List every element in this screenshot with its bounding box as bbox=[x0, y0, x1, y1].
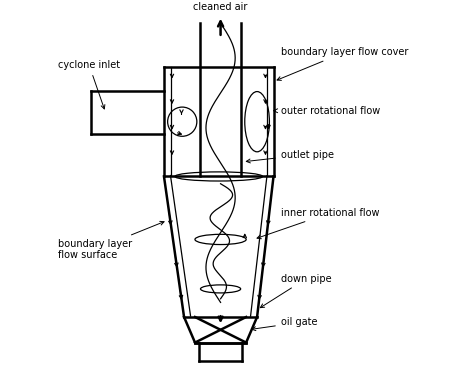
Text: oil gate: oil gate bbox=[252, 318, 317, 331]
Text: outlet pipe: outlet pipe bbox=[246, 150, 334, 163]
Text: boundary layer flow cover: boundary layer flow cover bbox=[277, 47, 408, 80]
Text: inner rotational flow: inner rotational flow bbox=[257, 208, 379, 239]
Text: outer rotational flow: outer rotational flow bbox=[273, 106, 380, 116]
Text: cleaned air: cleaned air bbox=[193, 2, 248, 12]
Text: down pipe: down pipe bbox=[260, 274, 331, 308]
Text: boundary layer
flow surface: boundary layer flow surface bbox=[58, 221, 164, 260]
Text: cyclone inlet: cyclone inlet bbox=[58, 60, 120, 109]
